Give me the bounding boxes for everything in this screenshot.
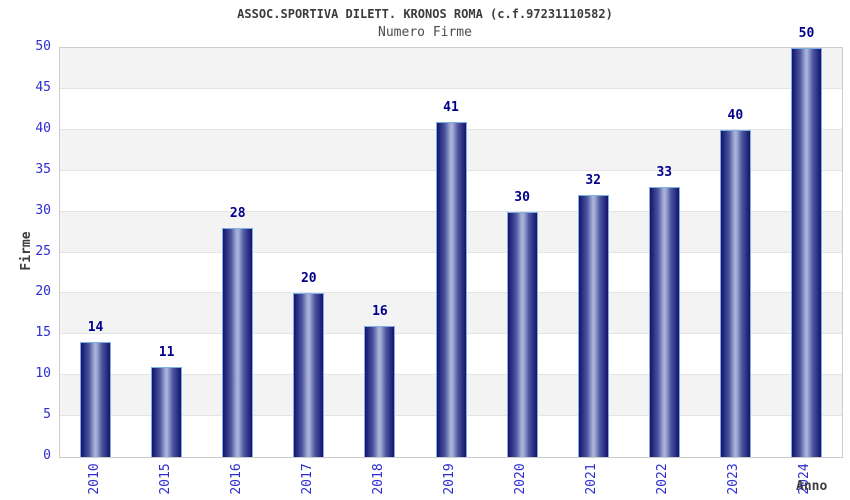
bar — [364, 326, 396, 457]
y-tick-label: 15 — [35, 325, 51, 341]
bar — [648, 187, 680, 457]
bar — [222, 228, 254, 457]
bar-value-label: 11 — [158, 345, 175, 360]
y-tick-label: 5 — [43, 407, 51, 423]
bar-value-label: 20 — [300, 271, 317, 286]
bar — [506, 212, 538, 457]
x-tick-label: 2023 — [726, 463, 742, 495]
bar — [577, 195, 609, 457]
bar — [151, 367, 183, 457]
plot-area: 14 11 28 20 16 41 30 32 33 40 50 — [59, 27, 843, 458]
x-tick-label: 2022 — [655, 463, 671, 495]
bar — [80, 342, 112, 457]
x-tick-label: 2021 — [584, 463, 600, 495]
x-tick-label: 2010 — [86, 463, 102, 495]
bar-value-label: 33 — [656, 165, 673, 180]
bar — [790, 48, 822, 457]
background-band — [60, 48, 842, 89]
bar-value-label: 41 — [443, 100, 459, 115]
bar — [293, 293, 325, 457]
y-tick-label: 20 — [35, 284, 51, 300]
x-tick-label: 2015 — [157, 463, 173, 495]
bar-value-label: 28 — [229, 206, 246, 221]
y-axis-label: Firme — [19, 231, 34, 271]
chart-subtitle: Numero Firme — [378, 25, 472, 40]
y-tick-label: 35 — [35, 161, 51, 177]
x-tick-label: 2017 — [299, 463, 315, 495]
chart-title: ASSOC.SPORTIVA DILETT. KRONOS ROMA (c.f.… — [237, 7, 613, 21]
gridline — [60, 87, 842, 89]
bar-value-label: 16 — [372, 304, 388, 319]
x-tick-label: 2018 — [370, 463, 386, 495]
bar-value-label: 30 — [514, 190, 530, 205]
x-tick-label: 2020 — [513, 463, 529, 495]
x-tick-label: 2016 — [228, 463, 244, 495]
y-tick-label: 50 — [35, 39, 51, 54]
x-tick-label: 2019 — [442, 463, 457, 495]
x-axis-label: Anno — [796, 479, 828, 494]
bar-value-label: 40 — [727, 108, 744, 123]
y-tick-label: 30 — [35, 202, 51, 218]
bar — [719, 130, 751, 457]
bar-value-label: 32 — [585, 173, 601, 188]
bar-value-label: 14 — [87, 320, 104, 335]
y-tick-label: 45 — [35, 79, 51, 95]
y-tick-label: 10 — [35, 366, 51, 382]
bar — [435, 122, 467, 457]
y-tick-label: 25 — [35, 243, 51, 259]
y-tick-label: 40 — [35, 120, 51, 136]
bar-value-label: 50 — [798, 26, 815, 41]
y-tick-label: 0 — [43, 448, 51, 463]
